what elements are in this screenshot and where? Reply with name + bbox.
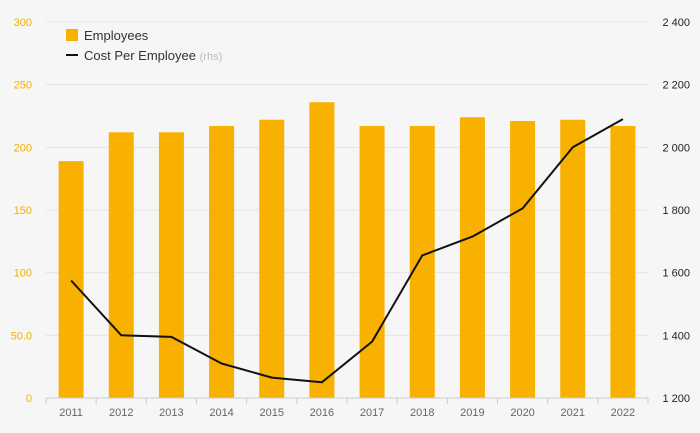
employees-bar [309, 102, 335, 399]
legend-label-rhs: (rhs) [200, 51, 223, 63]
x-tick-label: 2019 [460, 407, 484, 419]
grid-lines [46, 21, 648, 336]
x-tick-label: 2013 [159, 407, 183, 419]
employees-bar [560, 119, 586, 398]
right-tick-label: 2 000 [662, 142, 690, 154]
x-tick-label: 2016 [310, 407, 334, 419]
legend-swatch-employees [66, 29, 78, 41]
left-tick-label: 0 [26, 393, 32, 405]
right-tick-label: 2 400 [662, 17, 690, 29]
employees-bar [610, 126, 636, 398]
right-tick-label: 1 600 [662, 268, 690, 280]
right-axis: 1 200 1 400 1 600 1 800 2 000 2 200 2 400 [662, 17, 690, 405]
left-tick-label: 50.0 [11, 330, 32, 342]
employees-bar [459, 117, 485, 399]
employees-bar [108, 132, 134, 398]
employees-bar [158, 132, 184, 398]
left-axis: 0 50.0 100 150 200 250 300 [11, 17, 32, 405]
employees-bar [409, 126, 435, 398]
x-tick-label: 2020 [510, 407, 534, 419]
employees-bars [58, 102, 636, 399]
x-tick-label: 2015 [260, 407, 284, 419]
x-tick-label: 2018 [410, 407, 434, 419]
left-tick-label: 100 [14, 268, 32, 280]
cost-per-employee-line [70, 118, 624, 384]
left-tick-label: 250 [14, 80, 32, 92]
legend-label-cost-per-employee: Cost Per Employee (rhs) [84, 48, 222, 63]
left-tick-label: 200 [14, 142, 32, 154]
right-tick-label: 1 200 [662, 393, 690, 405]
right-tick-label: 1 400 [662, 330, 690, 342]
legend-label-employees: Employees [84, 28, 149, 43]
legend: Employees Cost Per Employee (rhs) [66, 28, 222, 63]
employees-bar [209, 126, 235, 398]
left-tick-label: 150 [14, 205, 32, 217]
employees-bar [359, 126, 385, 398]
right-tick-label: 1 800 [662, 205, 690, 217]
x-tick-label: 2021 [561, 407, 585, 419]
x-axis: 2011 2012 2013 2014 2015 2016 2017 2018 2019 2020… [45, 397, 649, 419]
legend-label-cost-name: Cost Per Employee [84, 48, 196, 63]
left-tick-label: 300 [14, 17, 32, 29]
right-tick-label: 2 200 [662, 80, 690, 92]
x-tick-label: 2014 [209, 407, 233, 419]
employees-bar [58, 161, 84, 398]
x-tick-label: 2022 [611, 407, 635, 419]
employees-bar [510, 121, 536, 398]
x-tick-label: 2011 [59, 407, 83, 419]
cost-per-employee-path [70, 118, 624, 384]
x-tick-label: 2012 [109, 407, 133, 419]
employees-bar [259, 119, 285, 398]
x-tick-label: 2017 [360, 407, 384, 419]
